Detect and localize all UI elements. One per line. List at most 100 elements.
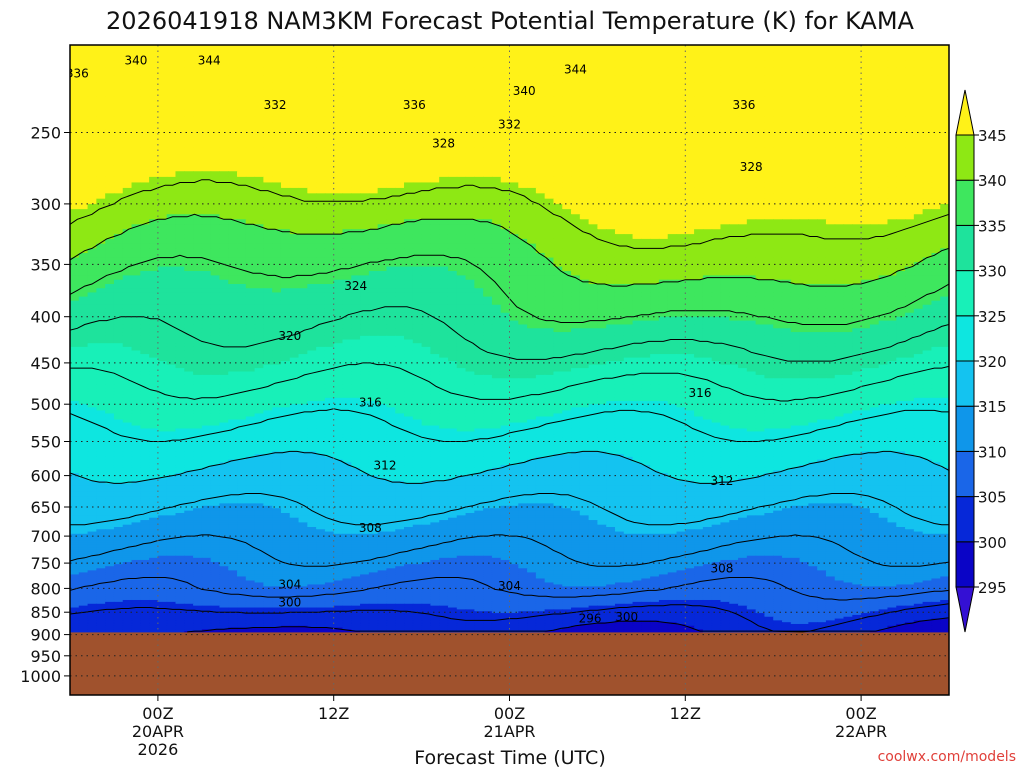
temperature-cell — [439, 203, 449, 210]
temperature-cell — [342, 45, 352, 54]
temperature-cell — [465, 109, 475, 118]
temperature-cell — [465, 209, 475, 215]
temperature-cell — [518, 257, 528, 263]
temperature-cell — [843, 89, 853, 97]
temperature-cell — [404, 52, 414, 61]
temperature-cell — [131, 176, 141, 184]
temperature-cell — [307, 141, 317, 149]
temperature-cell — [922, 52, 933, 61]
temperature-cell — [368, 141, 379, 149]
temperature-cell — [834, 198, 845, 205]
temperature-cell — [351, 122, 361, 130]
temperature-cell — [896, 209, 906, 215]
temperature-cell — [421, 288, 431, 294]
temperature-cell — [650, 176, 660, 184]
temperature-cell — [711, 229, 722, 235]
temperature-cell — [896, 238, 906, 245]
temperature-cell — [764, 300, 774, 306]
temperature-cell — [553, 96, 563, 104]
temperature-cell — [720, 266, 730, 272]
temperature-cell — [931, 300, 941, 306]
temperature-cell — [316, 109, 326, 118]
temperature-cell — [483, 203, 493, 210]
temperature-cell — [527, 171, 537, 178]
temperature-cell — [852, 203, 862, 210]
temperature-cell — [746, 52, 757, 61]
temperature-cell — [105, 75, 115, 83]
temperature-cell — [711, 312, 722, 318]
temperature-cell — [140, 234, 150, 240]
temperature-cell — [781, 135, 792, 143]
temperature-cell — [307, 214, 317, 220]
temperature-cell — [597, 165, 607, 172]
temperature-cell — [412, 52, 423, 61]
temperature-cell — [228, 176, 238, 184]
temperature-cell — [430, 257, 440, 263]
temperature-cell — [175, 75, 185, 83]
temperature-cell — [228, 243, 238, 249]
temperature-cell — [386, 109, 396, 118]
temperature-cell — [166, 209, 177, 215]
temperature-cell — [219, 159, 229, 167]
temperature-cell — [70, 159, 80, 167]
temperature-cell — [905, 229, 915, 235]
temperature-cell — [395, 165, 405, 172]
temperature-cell — [676, 279, 686, 285]
temperature-cell — [500, 153, 511, 161]
temperature-cell — [368, 214, 379, 220]
temperature-cell — [298, 67, 308, 76]
temperature-cell — [825, 296, 836, 302]
temperature-cell — [781, 75, 792, 83]
temperature-cell — [658, 253, 669, 259]
temperature-cell — [869, 300, 880, 306]
temperature-cell — [140, 304, 150, 310]
temperature-cell — [527, 187, 537, 194]
temperature-cell — [632, 45, 642, 54]
temperature-cell — [931, 292, 941, 298]
temperature-cell — [70, 141, 80, 149]
temperature-cell — [905, 109, 915, 118]
temperature-cell — [702, 198, 713, 205]
temperature-cell — [887, 219, 897, 225]
temperature-cell — [333, 275, 344, 281]
temperature-cell — [456, 284, 467, 289]
temperature-cell — [412, 224, 423, 230]
temperature-cell — [588, 271, 598, 276]
temperature-cell — [166, 308, 177, 314]
temperature-cell — [650, 89, 660, 97]
temperature-cell — [869, 203, 880, 210]
temperature-cell — [96, 209, 106, 215]
temperature-cell — [395, 89, 405, 97]
temperature-cell — [799, 193, 809, 200]
temperature-cell — [905, 187, 915, 194]
temperature-cell — [571, 284, 581, 289]
temperature-cell — [852, 75, 862, 83]
temperature-cell — [702, 219, 713, 225]
temperature-cell — [254, 203, 264, 210]
temperature-cell — [149, 238, 159, 245]
temperature-cell — [193, 224, 203, 230]
temperature-cell — [931, 176, 941, 184]
temperature-cell — [184, 234, 194, 240]
temperature-cell — [711, 75, 722, 83]
temperature-cell — [201, 198, 212, 205]
temperature-cell — [676, 193, 686, 200]
temperature-cell — [439, 67, 449, 76]
temperature-cell — [237, 257, 247, 263]
temperature-cell — [166, 89, 177, 97]
temperature-cell — [887, 153, 897, 161]
temperature-cell — [113, 271, 124, 276]
temperature-cell — [658, 203, 669, 210]
temperature-cell — [843, 116, 853, 124]
temperature-cell — [711, 52, 722, 61]
temperature-cell — [869, 182, 880, 189]
temperature-cell — [78, 262, 89, 268]
temperature-cell — [781, 238, 792, 245]
temperature-cell — [210, 257, 221, 263]
temperature-cell — [500, 266, 511, 272]
temperature-cell — [579, 129, 590, 137]
temperature-cell — [395, 209, 405, 215]
temperature-cell — [70, 284, 80, 289]
temperature-cell — [579, 187, 590, 194]
temperature-cell — [447, 308, 458, 314]
